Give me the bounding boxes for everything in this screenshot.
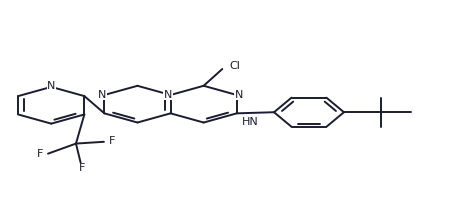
Text: F: F xyxy=(36,149,43,159)
Text: F: F xyxy=(109,136,116,146)
Text: HN: HN xyxy=(242,117,259,127)
Text: N: N xyxy=(164,90,172,99)
Text: N: N xyxy=(98,90,106,99)
Text: N: N xyxy=(235,90,243,99)
Text: N: N xyxy=(47,82,55,91)
Text: F: F xyxy=(79,163,86,173)
Text: Cl: Cl xyxy=(229,61,240,71)
